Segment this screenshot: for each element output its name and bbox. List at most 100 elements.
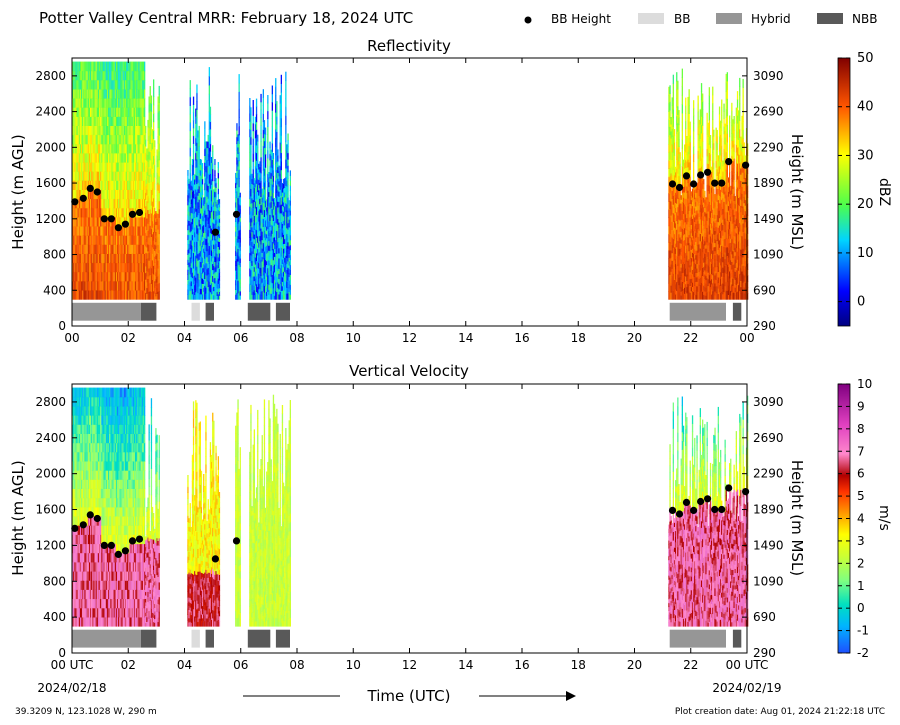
heatmap-cell bbox=[262, 258, 264, 268]
heatmap-cell bbox=[124, 189, 127, 200]
heatmap-cell bbox=[267, 212, 269, 222]
heatmap-cell bbox=[195, 218, 197, 227]
heatmap-cell bbox=[273, 198, 276, 203]
heatmap-cell bbox=[273, 291, 276, 296]
heatmap-cell bbox=[106, 125, 109, 136]
heatmap-cell bbox=[210, 206, 213, 213]
heatmap-cell bbox=[699, 284, 701, 293]
heatmap-cell bbox=[122, 125, 124, 136]
heatmap-cell bbox=[210, 277, 213, 284]
heatmap-cell bbox=[139, 171, 141, 181]
heatmap-cell bbox=[139, 162, 141, 172]
heatmap-cell bbox=[96, 207, 99, 218]
heatmap-cell bbox=[158, 118, 160, 128]
heatmap-cell bbox=[140, 143, 142, 154]
heatmap-cell bbox=[154, 268, 156, 276]
heatmap-cell bbox=[254, 165, 257, 174]
heatmap-cell bbox=[282, 257, 285, 263]
heatmap-cell bbox=[261, 269, 263, 275]
heatmap-cell bbox=[239, 274, 241, 280]
heatmap-cell bbox=[253, 182, 255, 189]
heatmap-cell bbox=[237, 178, 239, 186]
heatmap-cell bbox=[282, 206, 285, 212]
heatmap-cell bbox=[118, 171, 120, 181]
heatmap-cell bbox=[153, 96, 155, 106]
heatmap-cell bbox=[148, 119, 150, 129]
heatmap-cell bbox=[195, 277, 197, 285]
heatmap-cell bbox=[78, 153, 81, 163]
heatmap-cell bbox=[155, 221, 157, 226]
heatmap-cell bbox=[104, 290, 106, 300]
heatmap-cell bbox=[205, 141, 207, 148]
heatmap-cell bbox=[260, 188, 262, 197]
heatmap-cell bbox=[130, 253, 132, 264]
heatmap-cell bbox=[198, 165, 200, 174]
heatmap-cell bbox=[282, 178, 285, 184]
heatmap-cell bbox=[206, 268, 208, 276]
heatmap-cell bbox=[215, 224, 217, 230]
heatmap-cell bbox=[699, 138, 701, 147]
heatmap-cell bbox=[104, 116, 106, 126]
heatmap-cell bbox=[74, 134, 76, 145]
heatmap-cell bbox=[208, 183, 210, 193]
heatmap-cell bbox=[251, 173, 253, 180]
heatmap-cell bbox=[194, 246, 196, 252]
heatmap-cell bbox=[79, 280, 82, 291]
heatmap-cell bbox=[112, 226, 114, 236]
heatmap-cell bbox=[103, 89, 105, 99]
heatmap-cell bbox=[216, 215, 218, 220]
heatmap-cell bbox=[681, 95, 683, 105]
heatmap-cell bbox=[259, 240, 261, 247]
heatmap-cell bbox=[677, 248, 679, 258]
heatmap-cell bbox=[239, 196, 241, 202]
heatmap-cell bbox=[258, 221, 260, 227]
heatmap-cell bbox=[90, 125, 92, 136]
heatmap-cell bbox=[269, 190, 271, 197]
heatmap-cell bbox=[133, 79, 136, 90]
heatmap-cell bbox=[156, 253, 158, 260]
heatmap-cell bbox=[155, 278, 157, 283]
heatmap-cell bbox=[142, 70, 145, 81]
heatmap-cell bbox=[95, 171, 97, 181]
heatmap-cell bbox=[94, 79, 96, 90]
heatmap-cell bbox=[216, 219, 218, 224]
heatmap-cell bbox=[82, 216, 84, 227]
heatmap-cell bbox=[136, 107, 138, 117]
heatmap-cell bbox=[153, 223, 155, 233]
heatmap-cell bbox=[93, 143, 95, 154]
heatmap-cell bbox=[708, 95, 710, 105]
heatmap-cell bbox=[201, 163, 204, 169]
heatmap-cell bbox=[85, 244, 87, 254]
heatmap-cell bbox=[77, 162, 79, 172]
heatmap-cell bbox=[192, 291, 195, 300]
heatmap-cell bbox=[681, 228, 683, 238]
heatmap-cell bbox=[108, 235, 110, 245]
heatmap-cell bbox=[97, 226, 100, 236]
heatmap-cell bbox=[249, 260, 251, 269]
heatmap-cell bbox=[712, 103, 714, 112]
heatmap-cell bbox=[253, 192, 255, 198]
heatmap-cell bbox=[262, 113, 264, 123]
heatmap-cell bbox=[101, 280, 103, 291]
heatmap-cell bbox=[124, 235, 127, 245]
heatmap-cell bbox=[75, 262, 77, 273]
heatmap-cell bbox=[105, 226, 108, 236]
heatmap-cell bbox=[686, 286, 688, 294]
heatmap-cell bbox=[276, 108, 278, 117]
heatmap-cell bbox=[95, 70, 97, 81]
heatmap-cell bbox=[201, 283, 204, 290]
heatmap-cell bbox=[708, 193, 710, 202]
heatmap-cell bbox=[702, 148, 704, 158]
heatmap-cell bbox=[120, 70, 122, 81]
heatmap-cell bbox=[88, 226, 91, 236]
heatmap-cell bbox=[266, 287, 268, 292]
heatmap-cell bbox=[137, 226, 139, 236]
heatmap-cell bbox=[681, 263, 683, 274]
heatmap-cell bbox=[672, 152, 674, 162]
heatmap-cell bbox=[126, 235, 128, 245]
heatmap-cell bbox=[111, 262, 113, 273]
heatmap-cell bbox=[108, 162, 110, 172]
heatmap-cell bbox=[111, 116, 113, 126]
heatmap-cell bbox=[264, 226, 267, 234]
heatmap-cell bbox=[100, 290, 102, 300]
